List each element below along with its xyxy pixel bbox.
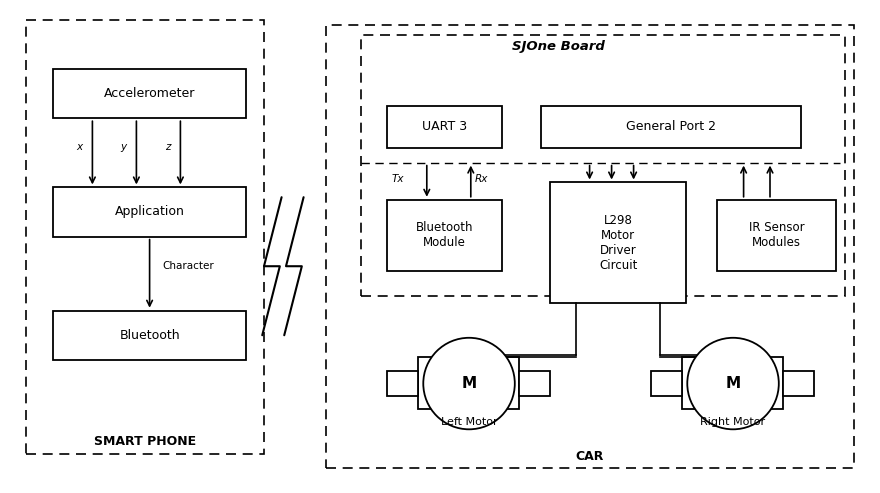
Bar <box>550 182 686 303</box>
Text: Accelerometer: Accelerometer <box>104 87 195 100</box>
Text: Tx: Tx <box>392 175 404 184</box>
Bar <box>519 371 550 396</box>
Text: Character: Character <box>163 261 215 271</box>
Text: Left Motor: Left Motor <box>441 417 497 426</box>
Bar <box>387 371 418 396</box>
Bar <box>387 200 502 271</box>
Text: Bluetooth: Bluetooth <box>120 329 180 342</box>
Text: UART 3: UART 3 <box>422 120 467 134</box>
Text: L298
Motor
Driver
Circuit: L298 Motor Driver Circuit <box>599 214 637 272</box>
Text: Bluetooth
Module: Bluetooth Module <box>415 221 473 249</box>
Text: IR Sensor
Modules: IR Sensor Modules <box>749 221 804 249</box>
Text: y: y <box>121 142 127 152</box>
Text: M: M <box>461 376 477 391</box>
Text: SJOne Board: SJOne Board <box>512 40 605 53</box>
Text: x: x <box>77 142 83 152</box>
Bar <box>682 357 783 409</box>
Bar <box>26 20 264 454</box>
Ellipse shape <box>423 338 515 429</box>
Bar <box>326 25 854 468</box>
Text: SMART PHONE: SMART PHONE <box>94 435 196 448</box>
Bar <box>783 371 814 396</box>
Text: Rx: Rx <box>475 175 488 184</box>
Bar <box>53 187 246 237</box>
Bar <box>361 35 845 296</box>
Text: CAR: CAR <box>576 450 604 462</box>
Bar <box>53 311 246 360</box>
Bar <box>651 371 682 396</box>
Bar <box>387 106 502 148</box>
Bar <box>541 106 801 148</box>
Text: Right Motor: Right Motor <box>700 417 766 426</box>
Bar <box>53 69 246 118</box>
Text: Application: Application <box>114 206 185 218</box>
Bar <box>418 357 519 409</box>
Bar <box>717 200 836 271</box>
Text: z: z <box>165 142 170 152</box>
Text: M: M <box>725 376 741 391</box>
Ellipse shape <box>687 338 779 429</box>
Text: General Port 2: General Port 2 <box>626 120 716 134</box>
